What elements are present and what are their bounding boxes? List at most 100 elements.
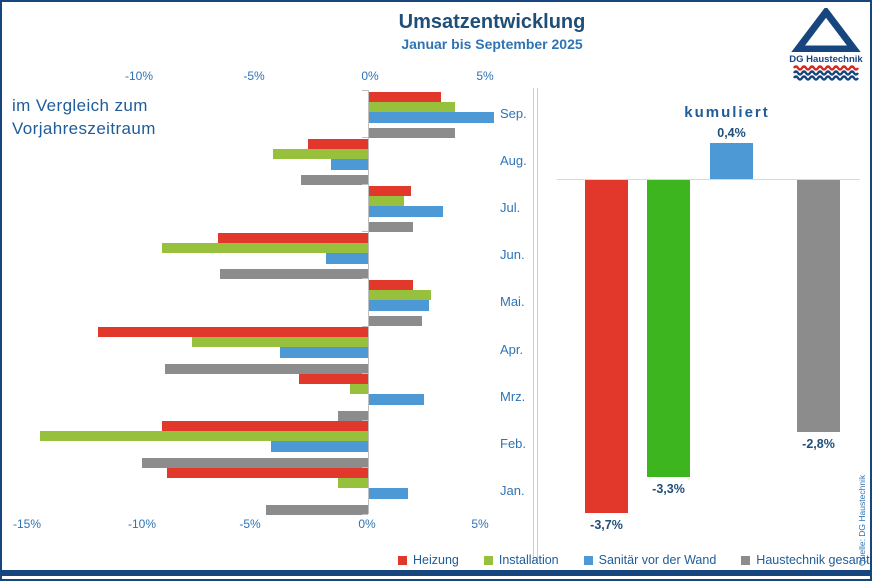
bar-sanit-r-vor-der-wand-mrz <box>369 394 425 406</box>
chart-divider <box>537 88 538 562</box>
legend-item-installation: Installation <box>483 553 559 567</box>
bar-sanit-r-vor-der-wand-apr <box>280 347 369 358</box>
axis-tick <box>362 137 368 139</box>
page-title: Umsatzentwicklung <box>398 11 586 33</box>
month-label-feb: Feb. <box>500 435 527 451</box>
bar-sanit-r-vor-der-wand-jun <box>326 252 368 264</box>
axis-label-top: -10% <box>124 69 153 83</box>
kum-value-installation: -3,3% <box>652 482 685 496</box>
month-label-mrz: Mrz. <box>500 388 526 404</box>
kum-bar-installation <box>647 180 690 477</box>
bar-sanit-r-vor-der-wand-feb <box>270 441 368 453</box>
bar-heizung-jan <box>167 468 369 479</box>
legend-item-haustechnik: Haustechnik gesamt <box>741 553 870 567</box>
source-note: Quelle: DG Haustechnik <box>857 474 867 566</box>
bar-sanit-r-vor-der-wand-jul <box>369 205 443 217</box>
bar-haustechnik-gesamt-apr <box>164 363 369 374</box>
kum-bar-heizung <box>585 180 628 513</box>
month-label-jul: Jul. <box>500 200 521 216</box>
axis-tick <box>362 325 368 327</box>
comparison-note-line2: Vorjahreszeitraum <box>12 118 156 138</box>
bar-installation-jul <box>369 195 404 206</box>
bar-sanit-r-vor-der-wand-jan <box>369 488 409 500</box>
month-label-jun: Jun. <box>500 247 525 263</box>
bar-haustechnik-gesamt-mrz <box>337 410 368 421</box>
month-label-jan: Jan. <box>500 482 525 498</box>
chart-divider <box>533 88 534 562</box>
kum-bar-haustechnik-gesamt <box>797 180 840 432</box>
waves-icon <box>792 65 860 81</box>
cumulative-chart-title: kumuliert <box>684 104 770 121</box>
bar-heizung-jul <box>369 185 411 196</box>
axis-label-bottom: 5% <box>471 517 489 531</box>
bar-heizung-apr <box>97 327 369 337</box>
haustechnik-swatch-icon <box>741 555 751 565</box>
bar-sanit-r-vor-der-wand-aug <box>331 158 369 170</box>
heizung-swatch-icon <box>398 555 407 565</box>
bar-heizung-feb <box>162 421 368 432</box>
axis-label-top: 0% <box>361 69 379 83</box>
axis-label-top: -5% <box>243 69 265 83</box>
comparison-note-line1: im Vergleich zum <box>12 96 148 115</box>
bar-sanit-r-vor-der-wand-sep <box>369 111 494 123</box>
installation-swatch-icon <box>483 555 493 565</box>
bar-installation-feb <box>39 431 368 442</box>
legend-label: Haustechnik gesamt <box>756 553 870 567</box>
kum-value-heizung: -3,7% <box>590 518 623 532</box>
kum-value-haustechnik-gesamt: -2,8% <box>802 437 835 451</box>
bar-heizung-mrz <box>298 374 368 385</box>
bar-heizung-mai <box>369 279 413 290</box>
axis-tick <box>362 90 368 91</box>
axis-label-top: 5% <box>476 69 494 83</box>
bar-haustechnik-gesamt-jul <box>369 222 413 233</box>
legend-label: Sanitär vor der Wand <box>598 553 717 567</box>
axis-tick <box>362 184 368 186</box>
month-label-aug: Aug. <box>500 153 527 169</box>
page-subtitle: Januar bis September 2025 <box>401 36 583 52</box>
kum-value-sanit-r-vor-der-wand: 0,4% <box>717 126 746 140</box>
kum-bar-sanit-r-vor-der-wand <box>710 143 753 179</box>
bar-installation-apr <box>192 337 369 347</box>
chart-legend: Heizung Installation Sanitär vor der Wan… <box>398 553 870 567</box>
roof-triangle-icon <box>790 6 862 53</box>
axis-tick <box>362 278 368 280</box>
bar-haustechnik-gesamt-aug <box>301 175 368 186</box>
axis-tick <box>362 466 368 468</box>
month-label-sep: Sep. <box>500 106 527 121</box>
bar-haustechnik-gesamt-sep <box>369 128 455 138</box>
axis-tick <box>362 231 368 233</box>
axis-tick <box>362 513 368 515</box>
bottom-accent-bar <box>2 570 870 576</box>
bar-haustechnik-gesamt-jun <box>220 269 368 280</box>
bar-haustechnik-gesamt-feb <box>141 457 368 468</box>
monthly-chart-axis <box>368 90 369 514</box>
bar-installation-mai <box>369 289 432 300</box>
axis-label-bottom: -15% <box>12 517 41 531</box>
bar-installation-sep <box>369 101 455 112</box>
bar-haustechnik-gesamt-jan <box>266 504 368 515</box>
bar-installation-aug <box>273 148 368 159</box>
axis-label-bottom: 0% <box>358 517 376 531</box>
cumulative-zero-line <box>557 179 860 180</box>
bar-heizung-jun <box>217 232 369 243</box>
dg-haustechnik-logo: DG Haustechnik <box>788 6 864 82</box>
bar-haustechnik-gesamt-mai <box>369 316 423 327</box>
legend-item-sanitaer: Sanitär vor der Wand <box>583 553 717 567</box>
axis-tick <box>362 419 368 421</box>
legend-item-heizung: Heizung <box>398 553 459 567</box>
bar-installation-mrz <box>349 384 369 395</box>
comparison-note: im Vergleich zum Vorjahreszeitraum <box>12 95 156 141</box>
logo-text: DG Haustechnik <box>789 54 863 65</box>
bar-installation-jun <box>162 242 368 253</box>
sanitaer-swatch-icon <box>583 555 593 565</box>
axis-tick <box>362 372 368 374</box>
bar-heizung-aug <box>307 138 369 149</box>
bar-heizung-sep <box>369 91 441 102</box>
month-label-apr: Apr. <box>500 341 524 357</box>
bar-installation-jan <box>337 478 368 489</box>
legend-label: Heizung <box>413 553 459 567</box>
month-label-mai: Mai. <box>500 294 525 310</box>
axis-label-bottom: -10% <box>127 517 156 531</box>
legend-label: Installation <box>498 553 559 567</box>
